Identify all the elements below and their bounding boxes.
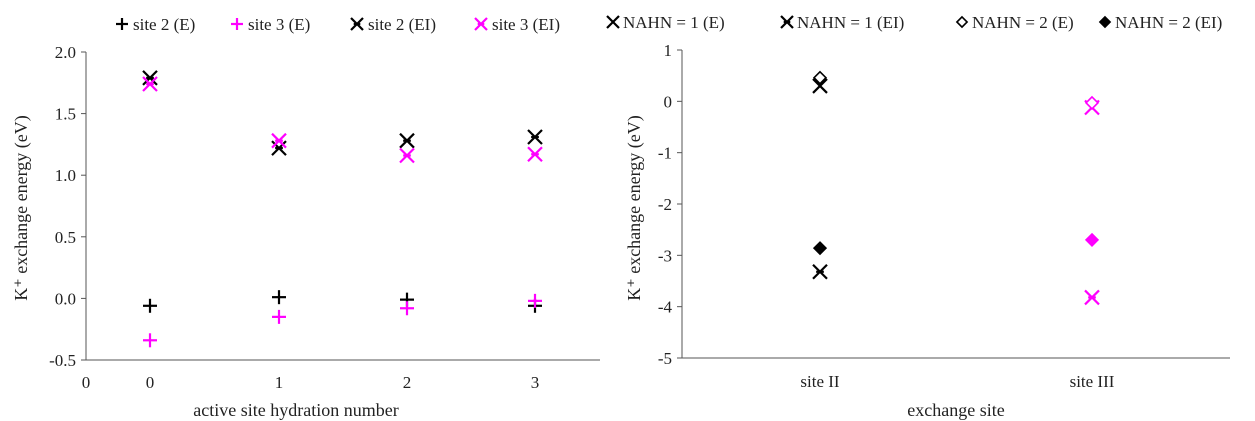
y-axis-label: K⁺ exchange energy (eV) — [624, 115, 645, 301]
legend-label: NAHN = 1 (E) — [623, 13, 725, 32]
y-tick-label: -0.5 — [49, 351, 76, 370]
data-point-shape — [1084, 95, 1100, 110]
legend-marker — [231, 18, 243, 30]
x-axis-label: exchange site — [907, 400, 1004, 420]
data-point — [812, 241, 828, 256]
data-point — [142, 76, 158, 92]
legend-marker — [474, 17, 488, 31]
y-tick-label: -4 — [658, 298, 673, 317]
y-tick-label: 1.5 — [55, 105, 76, 124]
data-point-d2 — [812, 78, 828, 94]
legend-marker-shape — [955, 15, 969, 29]
legend-marker — [606, 15, 620, 29]
legend-marker — [955, 15, 969, 29]
legend-marker-d2 — [606, 15, 620, 29]
data-point — [272, 309, 286, 324]
y-tick-label: -2 — [658, 195, 672, 214]
data-point — [1084, 289, 1100, 306]
legend-label: NAHN = 2 (E) — [972, 13, 1074, 32]
data-point — [527, 129, 543, 145]
data-point — [400, 301, 414, 316]
data-point — [399, 147, 415, 164]
y-tick-label: -3 — [658, 246, 672, 265]
legend-marker — [1098, 15, 1112, 29]
legend-marker-shape — [1098, 15, 1112, 29]
data-point — [1084, 95, 1100, 110]
legend-label: NAHN = 2 (EI) — [1115, 13, 1222, 32]
chart-right-exchange-site: -5 -4 -3 -2 -1 0 1 site II site III exchange site… — [606, 13, 1230, 420]
legend-label: site 2 (EI) — [368, 15, 436, 34]
legend-label: NAHN = 1 (EI) — [797, 13, 904, 32]
data-point — [142, 70, 158, 86]
x-tick-label: 0 — [146, 373, 155, 392]
data-point — [528, 293, 542, 308]
legend-label: site 2 (E) — [133, 15, 195, 34]
legend-label: site 3 (E) — [248, 15, 310, 34]
legend-marker — [116, 18, 128, 30]
x-tick-label: site II — [800, 372, 840, 391]
data-point — [272, 290, 286, 305]
chart-left-hydration: -0.5 0.0 0.5 1.0 1.5 2.0 0 0 1 2 3 active site hydr… — [11, 15, 600, 420]
data-point — [812, 78, 828, 94]
legend-marker — [350, 17, 364, 31]
data-point-shape — [1084, 232, 1100, 248]
y-tick-label: -1 — [658, 144, 672, 163]
y-tick-label: -5 — [658, 349, 672, 368]
x-tick-label: site III — [1070, 372, 1115, 391]
x-tick-label: 2 — [403, 373, 412, 392]
data-point-shape — [812, 70, 828, 85]
data-point — [271, 140, 287, 156]
legend-label: site 3 (EI) — [492, 15, 560, 34]
data-point-shape — [812, 241, 828, 256]
data-point — [143, 298, 157, 313]
y-tick-label: 1.0 — [55, 166, 76, 185]
y-axis-label: K⁺ exchange energy (eV) — [11, 115, 32, 301]
data-point — [812, 70, 828, 85]
data-point — [271, 132, 287, 149]
legend-marker — [780, 15, 794, 29]
x-tick-label: 3 — [531, 373, 540, 392]
data-point — [1084, 232, 1100, 248]
y-tick-label: 0.0 — [55, 289, 76, 308]
data-point — [812, 263, 828, 280]
data-point — [399, 132, 415, 149]
data-point — [527, 146, 543, 163]
x-axis-label: active site hydration number — [193, 400, 398, 420]
y-tick-label: 0 — [664, 92, 673, 111]
y-tick-label: 1 — [664, 41, 673, 60]
y-tick-label: 2.0 — [55, 43, 76, 62]
data-point — [143, 333, 157, 348]
x-tick-label: 1 — [275, 373, 284, 392]
y-tick-label: 0.5 — [55, 228, 76, 247]
x-tick-label: 0 — [82, 373, 91, 392]
